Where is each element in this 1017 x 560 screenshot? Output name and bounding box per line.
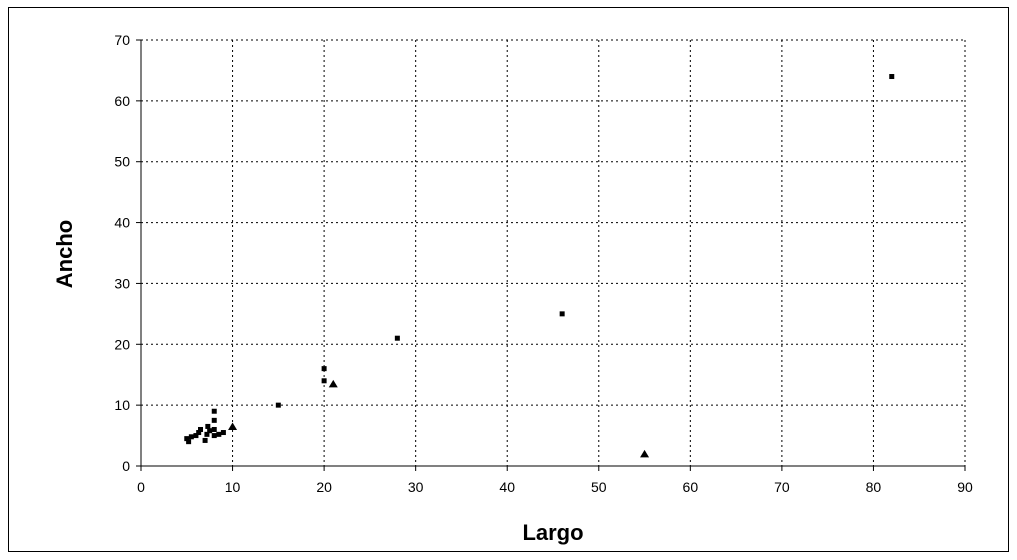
square-point — [202, 437, 208, 443]
x-tick-label: 20 — [316, 479, 332, 495]
square-point — [204, 431, 210, 437]
square-point — [394, 335, 400, 341]
x-tick-label: 0 — [137, 479, 145, 495]
y-tick-label: 20 — [114, 336, 130, 352]
y-tick-label: 50 — [114, 154, 130, 170]
square-point — [198, 426, 204, 432]
y-axis-ticks: 0 10 20 30 40 50 60 70 — [114, 32, 141, 474]
y-tick-label: 10 — [114, 397, 130, 413]
y-axis-title: Ancho — [52, 220, 77, 288]
x-tick-label: 40 — [499, 479, 515, 495]
x-tick-label: 60 — [683, 479, 699, 495]
x-axis-ticks: 0 10 20 30 40 50 60 70 80 90 — [137, 466, 973, 495]
square-point — [207, 428, 213, 434]
square-point — [275, 402, 281, 408]
square-point — [196, 430, 202, 436]
triangle-point — [228, 422, 238, 430]
y-tick-label: 70 — [114, 32, 130, 48]
square-point — [186, 439, 192, 445]
square-point — [184, 436, 190, 442]
x-tick-label: 80 — [866, 479, 882, 495]
y-tick-label: 0 — [122, 458, 130, 474]
triangle-point — [328, 379, 338, 388]
square-point — [559, 311, 565, 317]
square-point — [321, 378, 327, 384]
square-point — [321, 366, 327, 372]
x-tick-label: 30 — [408, 479, 424, 495]
y-tick-label: 30 — [114, 275, 130, 291]
data-points — [184, 74, 895, 458]
grid-lines — [141, 39, 966, 466]
y-tick-label: 40 — [114, 215, 130, 231]
square-point — [211, 426, 217, 432]
square-point — [220, 430, 226, 436]
triangle-point — [640, 449, 650, 458]
x-tick-label: 50 — [591, 479, 607, 495]
y-tick-label: 60 — [114, 93, 130, 109]
square-point — [188, 434, 194, 440]
x-tick-label: 90 — [957, 479, 973, 495]
square-point — [211, 433, 217, 439]
chart-frame — [8, 7, 1009, 552]
square-point — [889, 74, 895, 80]
x-tick-label: 10 — [225, 479, 241, 495]
square-point — [193, 433, 199, 439]
square-point — [211, 408, 217, 414]
x-axis-title: Largo — [522, 520, 583, 545]
square-point — [205, 423, 211, 429]
square-point — [211, 417, 217, 423]
square-point — [216, 431, 222, 437]
x-tick-label: 70 — [774, 479, 790, 495]
axes — [140, 40, 965, 467]
